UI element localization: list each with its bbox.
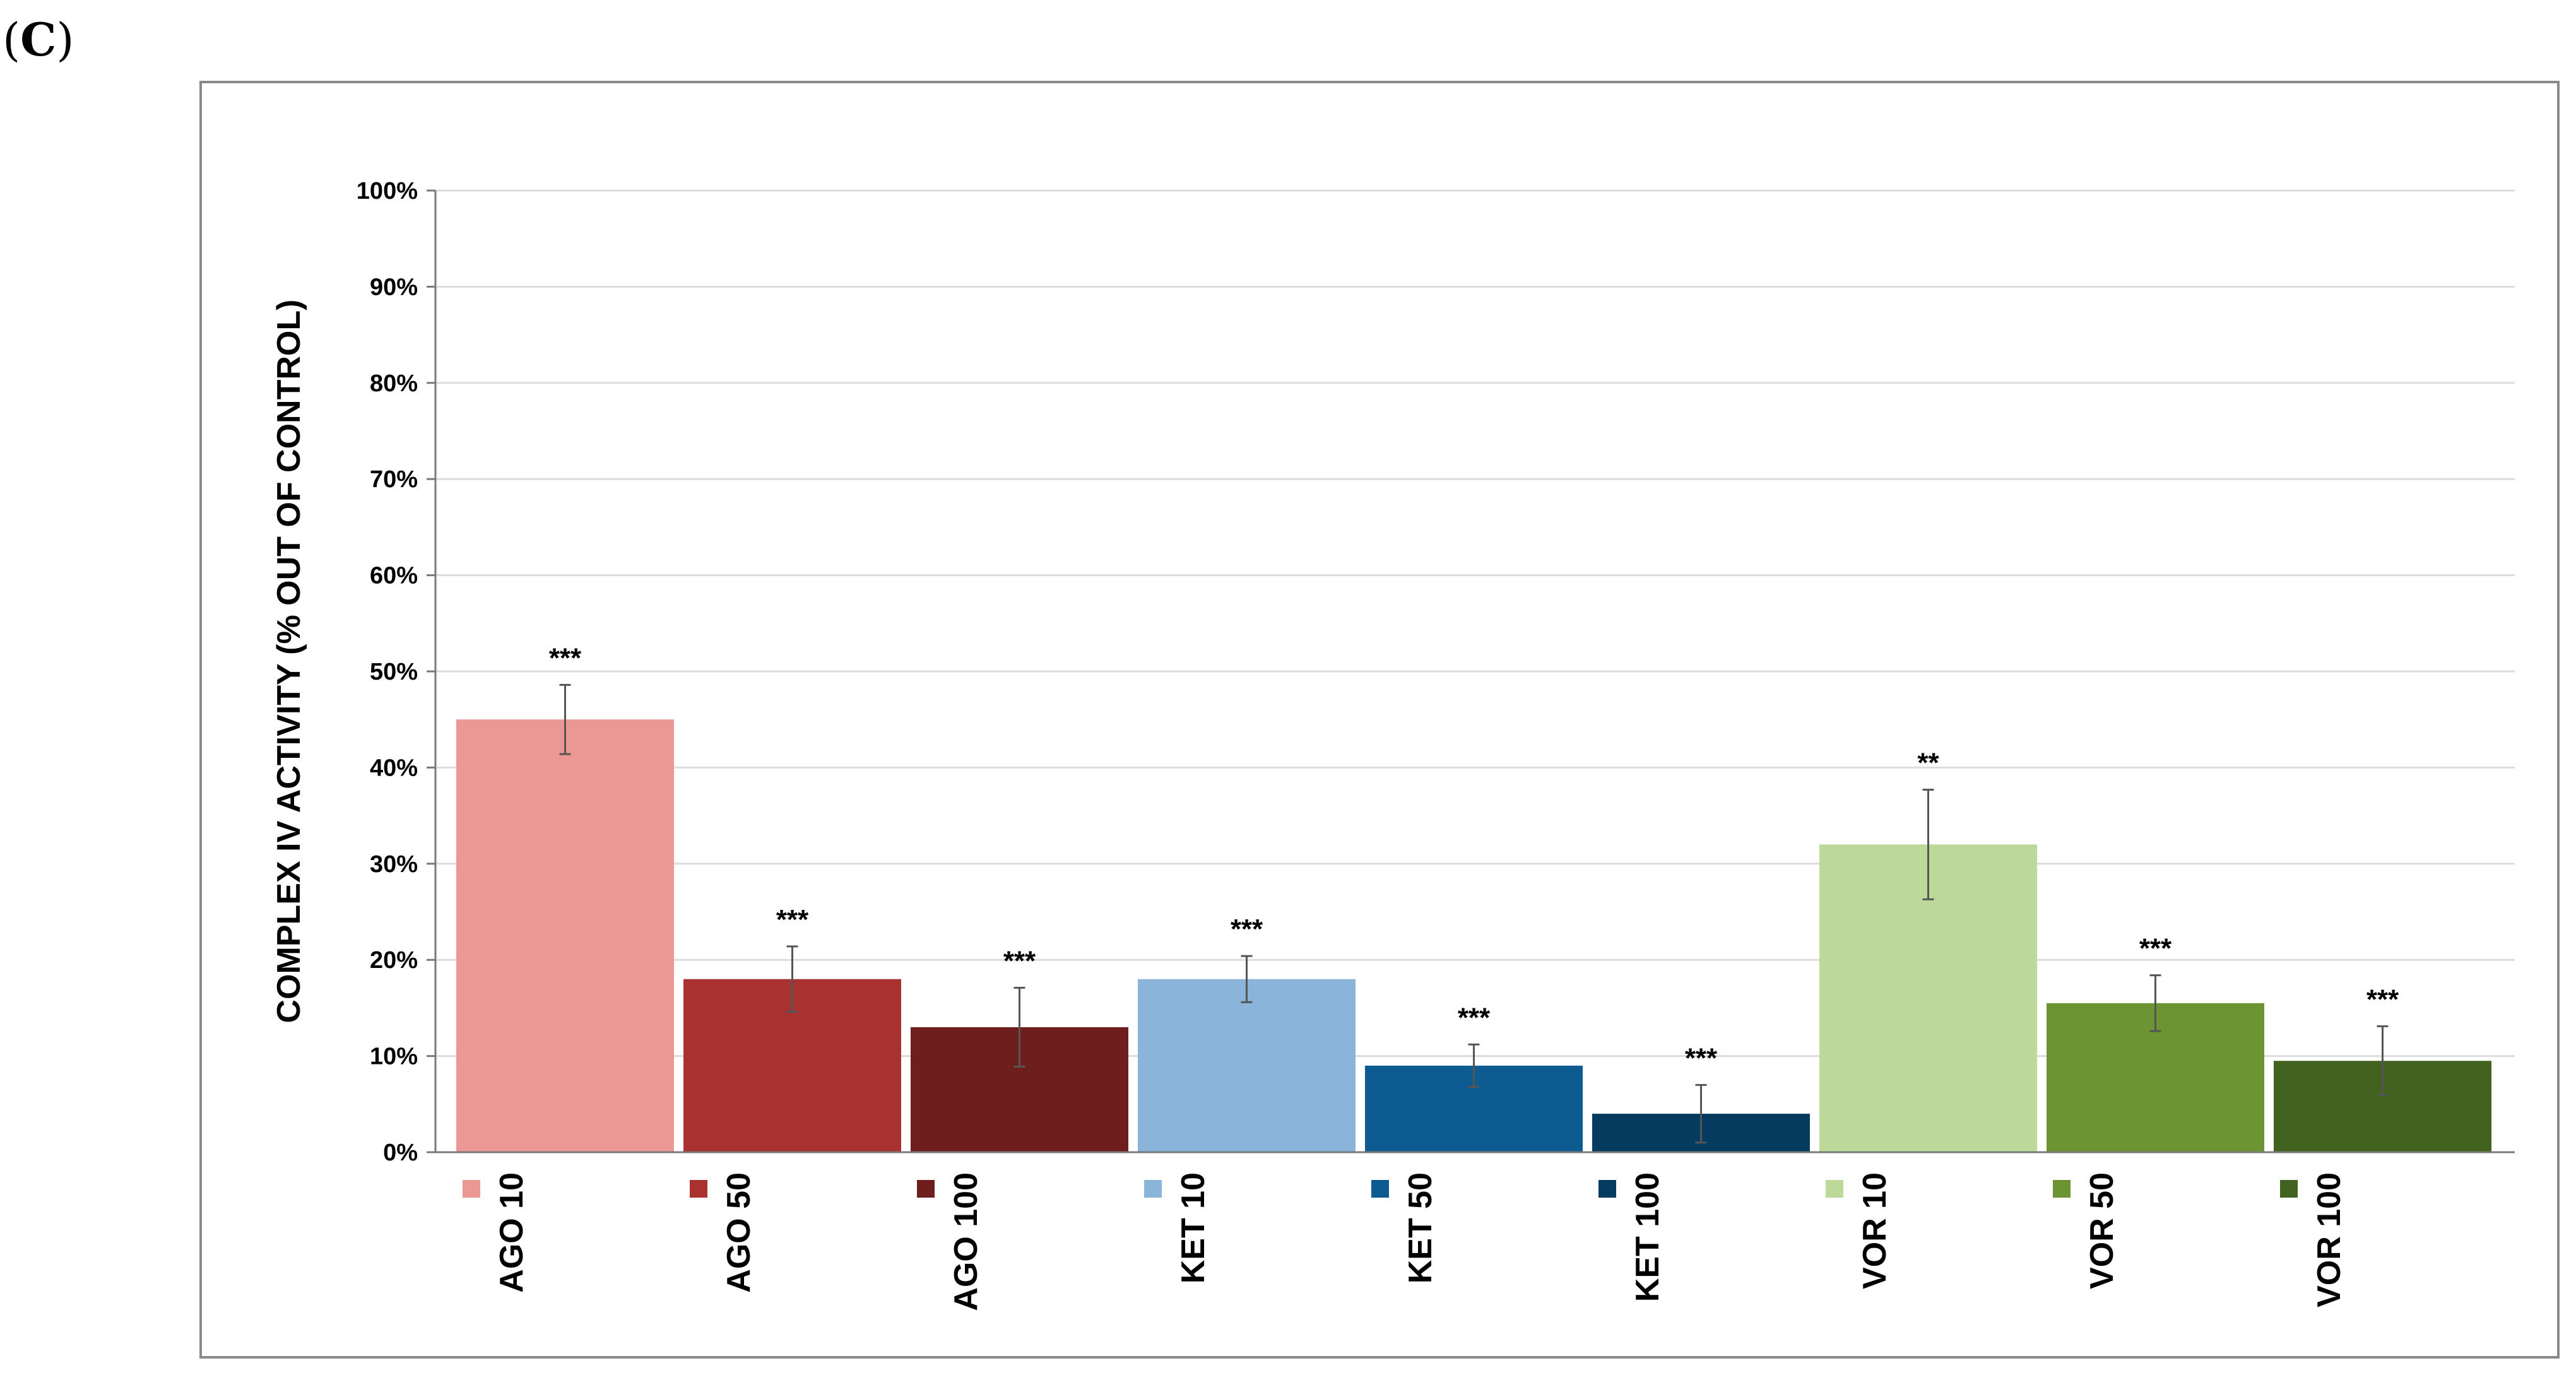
y-tick-label: 30% [370, 851, 418, 878]
significance-label: *** [1231, 914, 1263, 945]
bar [1138, 979, 1356, 1152]
significance-label: *** [2366, 984, 2399, 1015]
category-label: VOR 10 [1857, 1172, 1893, 1289]
y-tick-label: 60% [370, 563, 418, 589]
category-label: KET 10 [1175, 1172, 1212, 1283]
category-label: VOR 100 [2311, 1172, 2348, 1307]
category-label: VOR 50 [2084, 1172, 2120, 1289]
significance-label: *** [1458, 1002, 1491, 1033]
y-tick-label: 80% [370, 370, 418, 397]
category-label: KET 100 [1629, 1172, 1666, 1302]
category-swatch [1598, 1180, 1616, 1198]
y-axis-title: COMPLEX IV ACTIVITY (% OUT OF CONTROL) [271, 300, 307, 1023]
category-swatch [2053, 1180, 2071, 1198]
y-tick-label: 10% [370, 1044, 418, 1070]
chart-frame [199, 81, 2560, 1359]
gridlines [435, 189, 2515, 1058]
category-label: AGO 50 [721, 1172, 757, 1293]
bar [456, 719, 674, 1152]
bars [456, 683, 2491, 1152]
panel-label-close: ) [56, 13, 74, 66]
y-tick-label: 90% [370, 274, 418, 300]
significance-label: *** [549, 642, 582, 673]
y-tick-label: 0% [383, 1140, 418, 1166]
labels: 0% 10% 20% 30% 40% 50% 60% 70% 80% 90% 100% *** AGO … [357, 178, 2399, 1311]
axes [427, 189, 2515, 1153]
y-tick-label: 50% [370, 659, 418, 685]
category-swatch [1826, 1180, 1843, 1198]
significance-label: *** [1685, 1042, 1718, 1073]
significance-label: *** [2139, 933, 2172, 964]
category-swatch [1144, 1180, 1162, 1198]
panel-label-letter: C [20, 13, 57, 66]
category-swatch [2280, 1180, 2298, 1198]
y-tick-label: 70% [370, 466, 418, 493]
category-label: AGO 100 [948, 1172, 984, 1311]
y-tick-label: 20% [370, 947, 418, 974]
significance-label: *** [1003, 945, 1036, 976]
category-swatch [463, 1180, 480, 1198]
y-tick-label: 100% [357, 178, 418, 204]
significance-label: *** [776, 904, 809, 935]
category-label: KET 50 [1402, 1172, 1439, 1283]
category-swatch [1371, 1180, 1389, 1198]
category-swatch [690, 1180, 707, 1198]
significance-label: ** [1917, 747, 1939, 778]
category-label: AGO 10 [493, 1172, 530, 1293]
panel-label-open: ( [3, 13, 21, 66]
panel-label: (C) [3, 13, 74, 66]
category-swatch [917, 1180, 935, 1198]
y-tick-label: 40% [370, 755, 418, 781]
